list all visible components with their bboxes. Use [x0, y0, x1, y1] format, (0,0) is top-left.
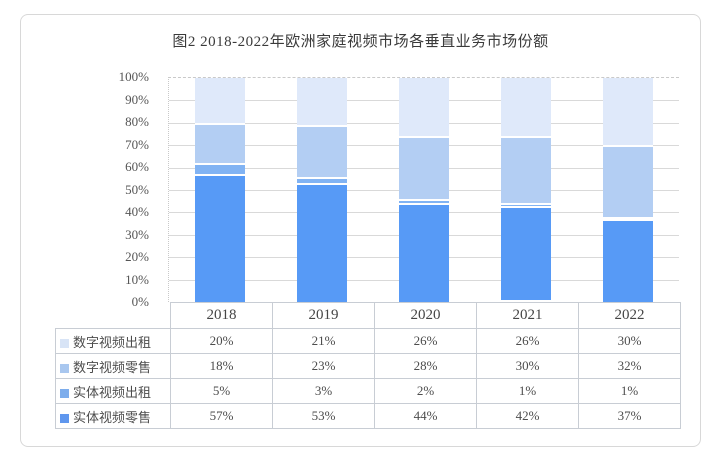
- bar-segment: [501, 203, 551, 206]
- table-row: 数字视频零售 18% 23% 28% 30% 32%: [55, 353, 681, 379]
- table-value-cell: 32%: [578, 353, 681, 379]
- plot-area: [168, 77, 679, 302]
- bar-segment: [603, 219, 653, 302]
- table-header-row: 2018 2019 2020 2021 2022: [56, 302, 681, 329]
- bar-segment: [195, 174, 245, 302]
- table-value-cell: 30%: [578, 328, 681, 354]
- table-stub-cell: [56, 303, 171, 329]
- bar-segment: [195, 122, 245, 164]
- bar-segment: [399, 78, 449, 137]
- stacked-bar: [603, 78, 653, 302]
- stacked-bar: [399, 78, 449, 302]
- bar-segment: [501, 78, 551, 137]
- stacked-bar: [501, 78, 551, 302]
- stacked-bar: [297, 78, 347, 302]
- table-value-cell: 42%: [476, 403, 579, 429]
- bar-segment: [501, 136, 551, 204]
- table-value-cell: 26%: [374, 328, 477, 354]
- table-value-cell: 2%: [374, 378, 477, 404]
- y-axis-tick-label: 100%: [118, 69, 149, 84]
- bar-segment: [195, 163, 245, 175]
- table-value-cell: 1%: [578, 378, 681, 404]
- legend-cell: 数字视频零售: [55, 353, 171, 379]
- bar-segment: [297, 176, 347, 184]
- year-header-cell: 2018: [170, 302, 273, 329]
- data-table: 2018 2019 2020 2021 2022 数字视频出租 20% 21% …: [55, 302, 681, 429]
- y-axis-tick-label: 10%: [125, 271, 149, 287]
- bar-column-2018: [169, 78, 271, 302]
- y-axis-tick-label: 60%: [125, 159, 149, 174]
- table-value-cell: 37%: [578, 403, 681, 429]
- chart-title: 图2 2018-2022年欧洲家庭视频市场各垂直业务市场份额: [172, 34, 549, 50]
- bar-segment: [399, 136, 449, 199]
- table-value-cell: 18%: [170, 353, 273, 379]
- table-value-cell: 1%: [476, 378, 579, 404]
- legend-label: 数字视频出租: [73, 334, 152, 350]
- year-header-cell: 2020: [374, 302, 477, 329]
- legend-label: 数字视频零售: [73, 359, 152, 375]
- bar-column-2021: [475, 78, 577, 302]
- legend-swatch-icon: [60, 338, 69, 348]
- legend-label: 实体视频零售: [73, 409, 152, 425]
- bar-segment: [501, 205, 551, 300]
- y-axis-tick-label: 30%: [125, 226, 149, 242]
- table-value-cell: 30%: [476, 353, 579, 379]
- figure-container: 图2 2018-2022年欧洲家庭视频市场各垂直业务市场份额 100% 90% 80…: [20, 14, 701, 447]
- table-value-cell: 44%: [374, 403, 477, 429]
- table-value-cell: 21%: [272, 328, 375, 354]
- year-header-cell: 2022: [578, 302, 681, 329]
- bar-segment: [297, 125, 347, 177]
- table-row: 实体视频零售 57% 53% 44% 42% 37%: [55, 403, 681, 429]
- table-row: 数字视频出租 20% 21% 26% 26% 30%: [55, 328, 681, 354]
- legend-swatch-icon: [60, 363, 69, 373]
- bar-column-2022: [577, 78, 679, 302]
- table-row: 实体视频出租 5% 3% 2% 1% 1%: [55, 378, 681, 404]
- legend-label: 实体视频出租: [73, 384, 152, 400]
- table-value-cell: 26%: [476, 328, 579, 354]
- y-axis-tick-label: 80%: [125, 114, 149, 129]
- legend-swatch-icon: [60, 413, 69, 423]
- y-axis-tick-label: 90%: [125, 91, 149, 107]
- bars-group: [169, 78, 679, 302]
- stacked-bar: [195, 78, 245, 302]
- y-axis-tick-label: 20%: [125, 249, 149, 264]
- table-value-cell: 3%: [272, 378, 375, 404]
- bar-segment: [399, 203, 449, 302]
- y-axis-tick-label: 50%: [125, 181, 149, 197]
- bar-column-2019: [271, 78, 373, 302]
- bar-segment: [297, 183, 347, 302]
- legend-cell: 数字视频出租: [55, 328, 171, 354]
- table-value-cell: 23%: [272, 353, 375, 379]
- y-axis-tick-label: 70%: [125, 136, 149, 152]
- y-axis-tick-label: 40%: [125, 204, 149, 219]
- y-axis: 100% 90% 80% 70% 60% 50% 40% 30% 20% 10% 0%: [21, 69, 159, 309]
- table-value-cell: 20%: [170, 328, 273, 354]
- bar-segment: [603, 145, 653, 217]
- bar-segment: [297, 78, 347, 126]
- bar-segment: [603, 78, 653, 146]
- table-value-cell: 57%: [170, 403, 273, 429]
- table-value-cell: 5%: [170, 378, 273, 404]
- table-value-cell: 53%: [272, 403, 375, 429]
- year-header-cell: 2021: [476, 302, 579, 329]
- bar-segment: [399, 198, 449, 204]
- table-value-cell: 28%: [374, 353, 477, 379]
- bar-column-2020: [373, 78, 475, 302]
- bar-segment: [603, 216, 653, 220]
- legend-swatch-icon: [60, 388, 69, 398]
- y-axis-tick-label: 0%: [131, 294, 149, 309]
- legend-cell: 实体视频出租: [55, 378, 171, 404]
- legend-cell: 实体视频零售: [55, 403, 171, 429]
- bar-segment: [195, 78, 245, 123]
- year-header-cell: 2019: [272, 302, 375, 329]
